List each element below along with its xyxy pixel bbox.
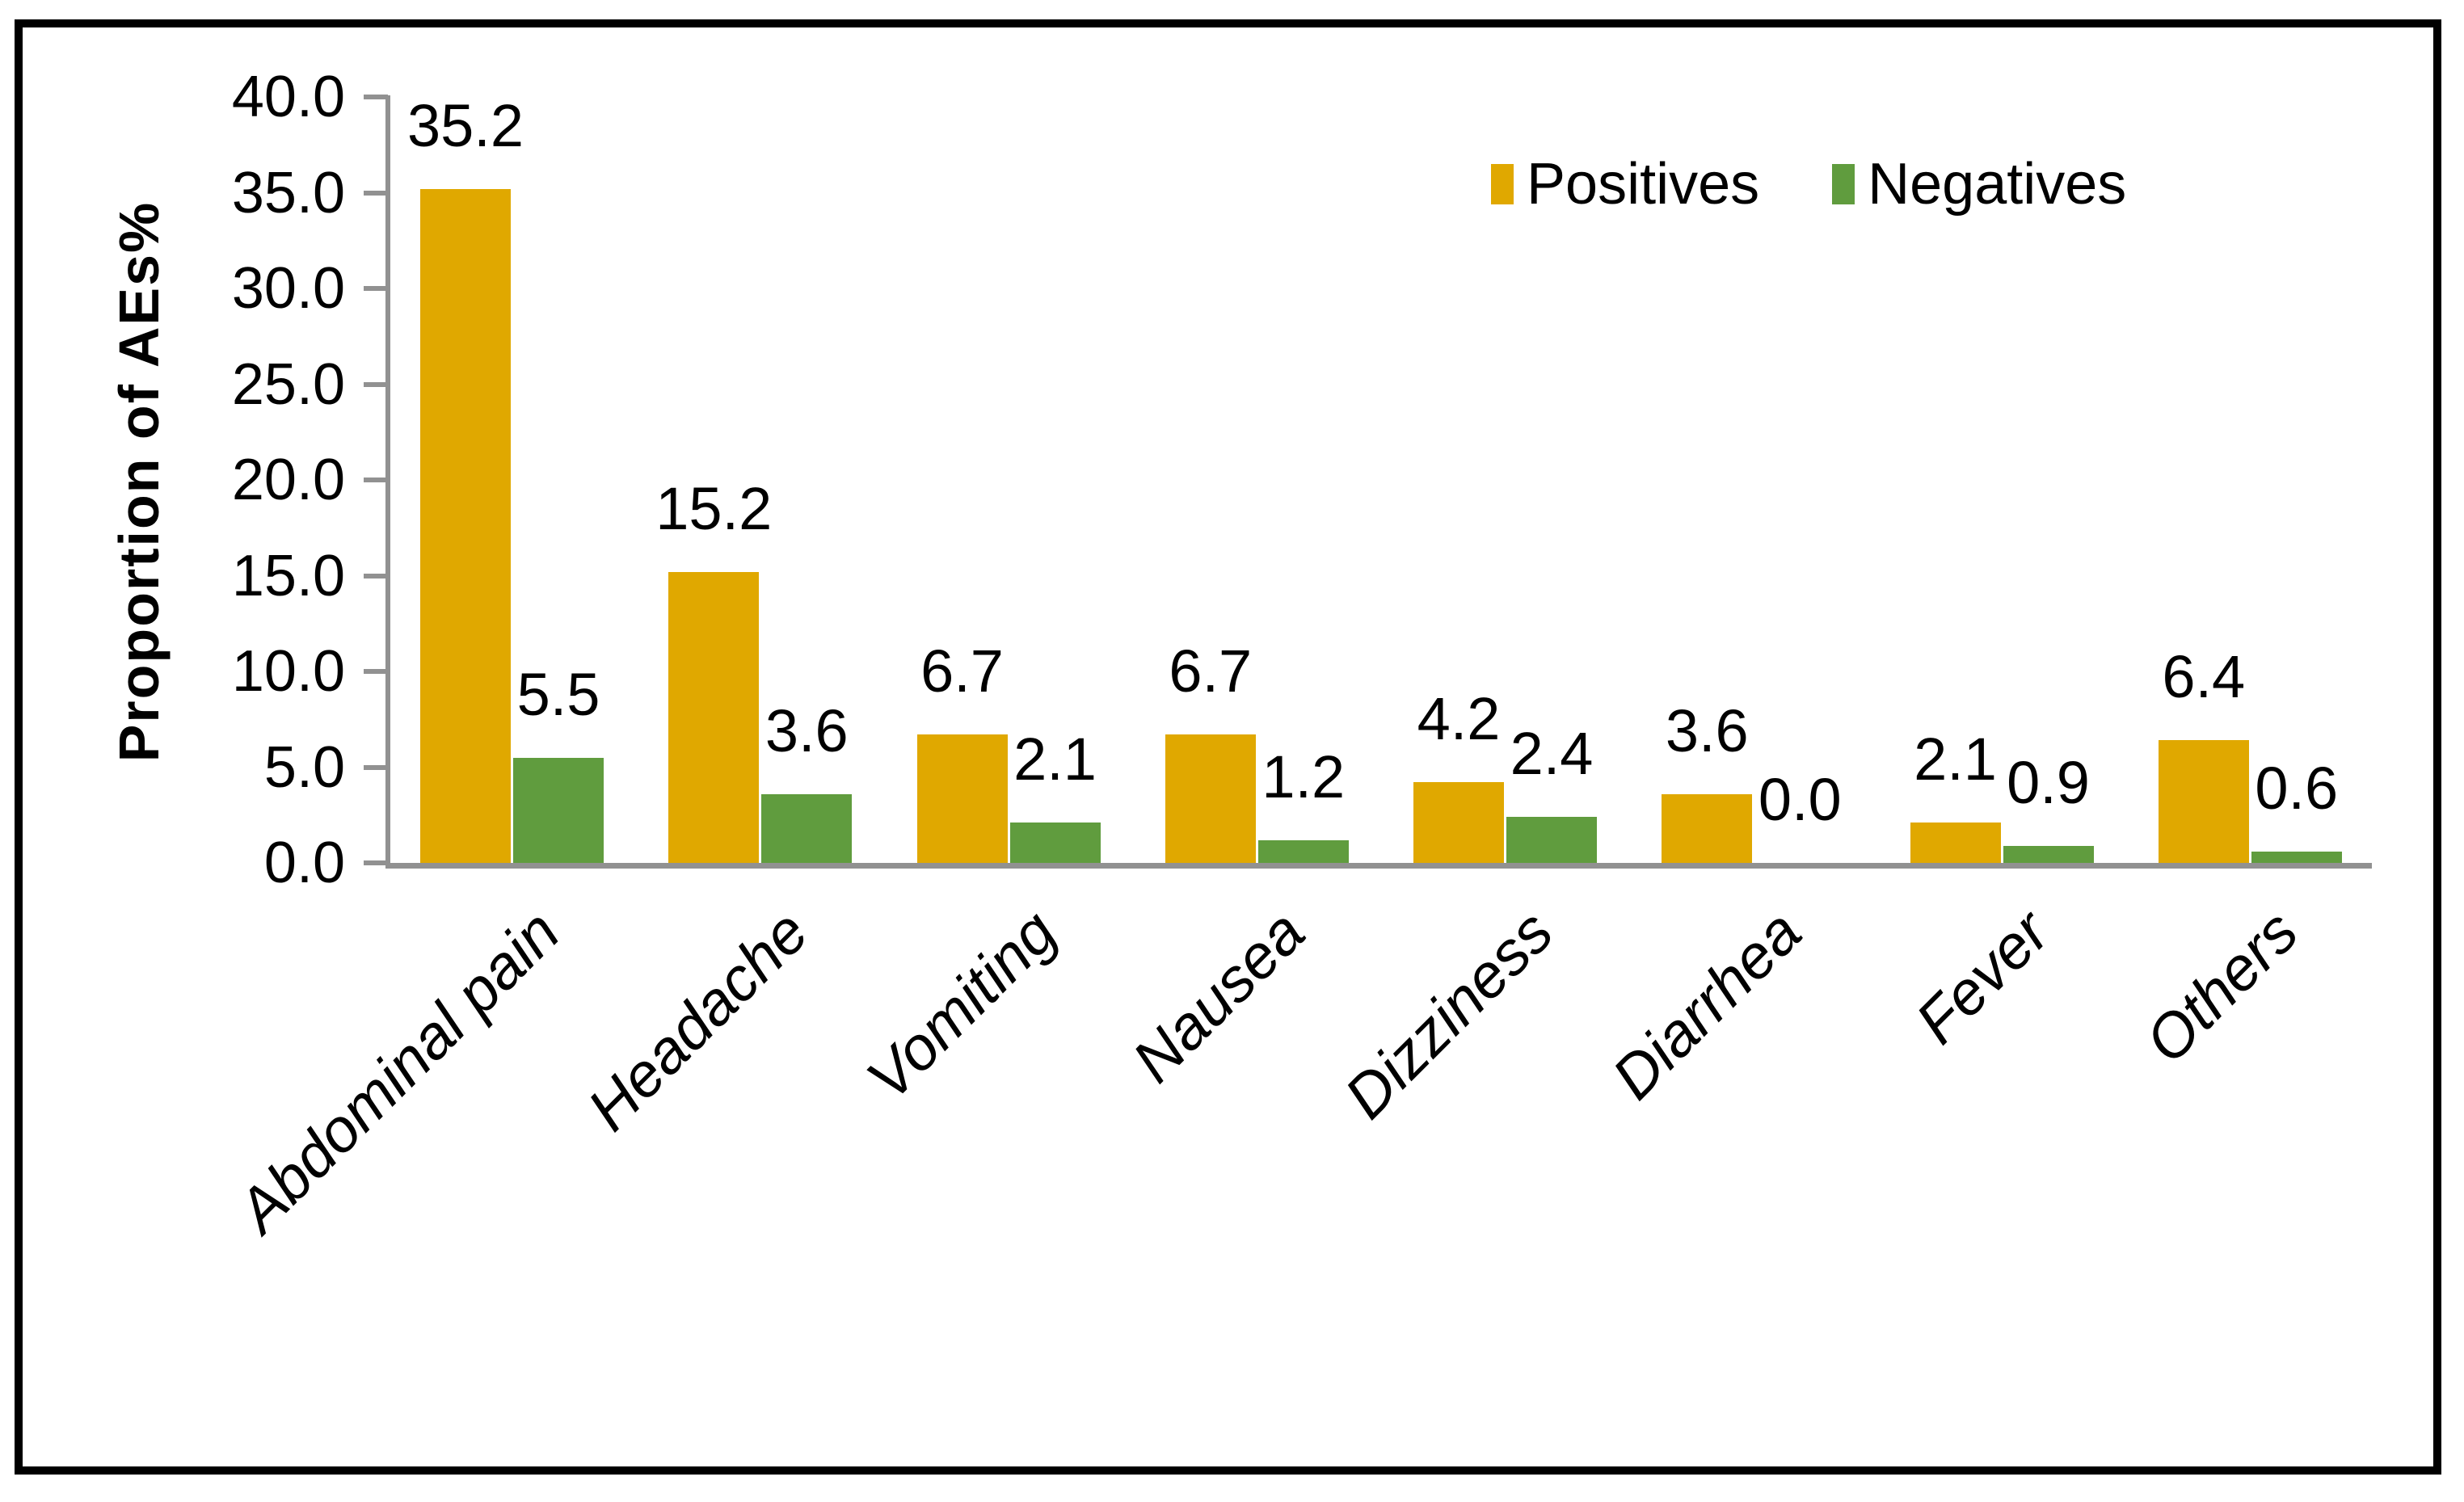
y-tick-label-5.0: 5.0 — [263, 734, 345, 800]
y-axis-line — [385, 95, 390, 869]
y-tick-mark-30.0 — [364, 286, 388, 291]
bar-label-positives-abdominal-pain: 35.2 — [406, 92, 524, 159]
x-axis-line — [385, 863, 2372, 869]
y-tick-label-20.0: 20.0 — [231, 448, 345, 512]
y-tick-mark-10.0 — [364, 669, 388, 674]
x-category-label-text-headache: Headache — [574, 897, 822, 1144]
bar-negatives-headache — [761, 794, 853, 863]
bar-positives-others — [2158, 740, 2249, 863]
bar-label-negatives-headache: 3.6 — [764, 697, 849, 764]
bar-label-negatives-nausea: 1.2 — [1261, 743, 1346, 810]
y-tick-label-30.0: 30.0 — [231, 256, 345, 321]
x-category-label-text-nausea: Nausea — [1119, 897, 1318, 1096]
bar-label-positives-diarrhea: 3.6 — [1665, 697, 1749, 764]
legend-label-negatives: Negatives — [1868, 152, 2127, 217]
x-category-label-text-dizziness: Dizziness — [1331, 897, 1566, 1132]
x-category-label-text-fever: Fever — [1902, 897, 2063, 1058]
bar-negatives-nausea — [1257, 840, 1349, 863]
bar-label-negatives-diarrhea: 0.0 — [1758, 766, 1842, 833]
y-tick-mark-25.0 — [364, 381, 388, 387]
x-category-label-text-abdominal-pain: Abdominal pain — [225, 897, 573, 1246]
y-tick-mark-20.0 — [364, 478, 388, 482]
bar-label-positives-vomiting: 6.7 — [920, 637, 1004, 705]
y-tick-mark-15.0 — [364, 573, 388, 579]
y-tick-label-15.0: 15.0 — [231, 543, 345, 608]
x-category-label-text-diarrhea: Diarrhea — [1598, 897, 1815, 1113]
y-tick-label-25.0: 25.0 — [231, 351, 345, 417]
bar-positives-headache — [668, 572, 760, 863]
bar-label-positives-dizziness: 4.2 — [1417, 685, 1501, 752]
bar-positives-dizziness — [1413, 782, 1504, 863]
bar-negatives-vomiting — [1009, 823, 1101, 863]
y-axis-title: Proportion of AEs% — [107, 200, 171, 763]
y-tick-label-35.0: 35.0 — [231, 160, 345, 225]
legend-item-negatives: Negatives — [1832, 154, 2126, 215]
x-category-label-text-vomiting: Vomiting — [853, 897, 1070, 1113]
legend-swatch-positives — [1491, 164, 1514, 204]
bar-positives-vomiting — [916, 734, 1008, 863]
y-tick-mark-35.0 — [364, 190, 388, 196]
bar-negatives-abdominal-pain — [513, 758, 604, 863]
bar-label-positives-others: 6.4 — [2162, 643, 2246, 710]
bar-label-negatives-fever: 0.9 — [2007, 749, 2090, 816]
legend-swatch-negatives — [1832, 164, 1855, 204]
y-tick-label-0.0: 0.0 — [263, 831, 345, 895]
bar-negatives-dizziness — [1506, 817, 1597, 863]
bar-positives-fever — [1910, 823, 2001, 863]
y-tick-mark-40.0 — [364, 95, 388, 99]
bar-positives-abdominal-pain — [420, 189, 511, 863]
y-tick-mark-0.0 — [364, 860, 388, 865]
bar-label-negatives-dizziness: 2.4 — [1510, 720, 1594, 787]
y-tick-label-40.0: 40.0 — [231, 65, 345, 129]
bar-label-negatives-vomiting: 2.1 — [1013, 726, 1097, 793]
bar-label-positives-headache: 15.2 — [655, 475, 773, 542]
legend-label-positives: Positives — [1527, 152, 1760, 217]
bar-label-positives-fever: 2.1 — [1914, 726, 1997, 793]
y-tick-label-10.0: 10.0 — [231, 639, 345, 704]
y-tick-mark-5.0 — [364, 764, 388, 770]
bar-positives-nausea — [1165, 734, 1256, 863]
x-category-label-text-others: Others — [2132, 897, 2311, 1077]
legend: Positives Negatives — [1491, 154, 2126, 215]
legend-item-positives: Positives — [1491, 154, 1759, 215]
bar-label-negatives-others: 0.6 — [2255, 755, 2339, 822]
bar-positives-diarrhea — [1662, 794, 1753, 863]
bar-label-negatives-abdominal-pain: 5.5 — [516, 661, 600, 728]
bar-negatives-others — [2251, 852, 2342, 863]
bar-negatives-fever — [2003, 846, 2094, 863]
bar-label-positives-nausea: 6.7 — [1169, 637, 1253, 705]
